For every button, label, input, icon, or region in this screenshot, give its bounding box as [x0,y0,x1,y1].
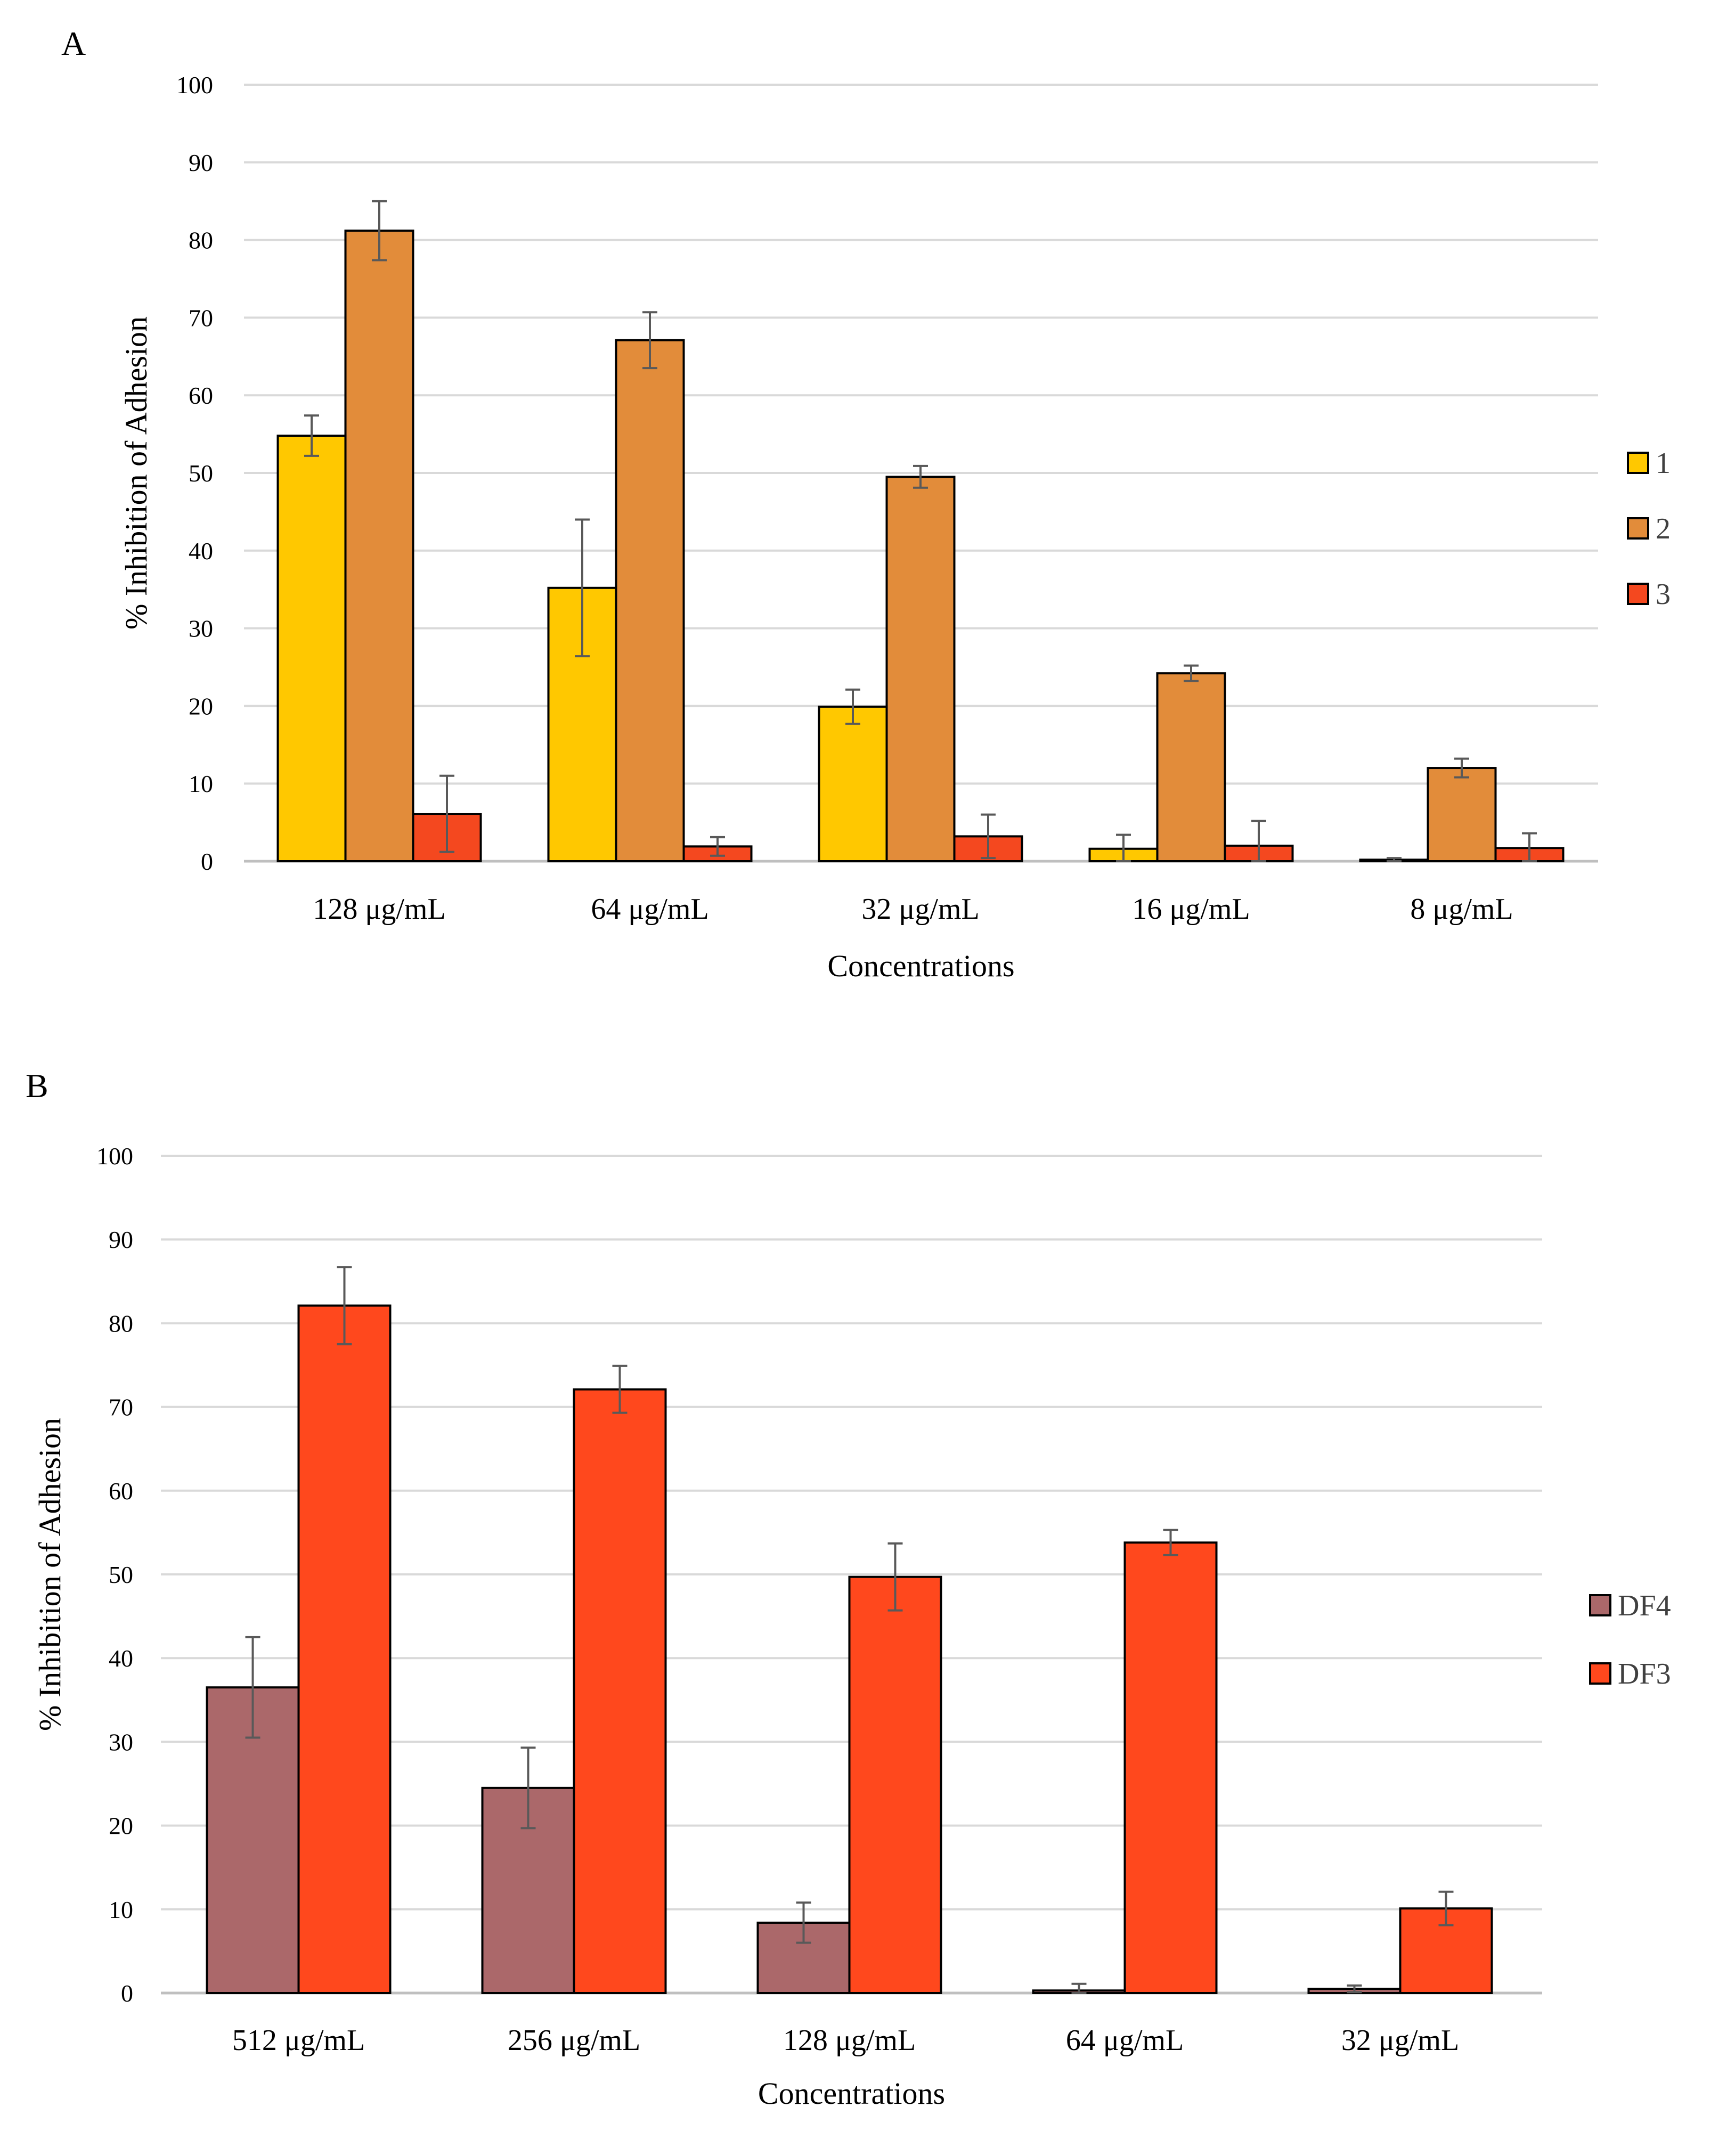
bar [1123,1541,1218,1994]
legend-label: 2 [1656,512,1671,545]
bar [1156,672,1226,862]
x-tick-label: 32 μg/mL [861,893,979,926]
y-tick-label: 40 [109,1645,133,1672]
x-axis-title: Concentrations [758,2076,945,2111]
y-tick-label: 90 [109,1226,133,1253]
x-tick-label: 64 μg/mL [591,893,708,926]
panel-a-letter: A [61,24,86,62]
bar [1427,767,1497,863]
legend-label: DF3 [1618,1657,1671,1690]
x-tick-label: 64 μg/mL [1066,2024,1184,2057]
y-tick-label: 10 [189,770,213,797]
x-axis-title: Concentrations [827,949,1014,983]
bar [344,230,414,862]
panel-b-letter: B [26,1067,48,1105]
legend-swatch [1589,1594,1611,1616]
legend-swatch [1627,517,1649,540]
bar [615,339,685,862]
bar [573,1388,667,1994]
legend-label: DF4 [1618,1589,1671,1622]
chart-b: 0 10 20 30 40 50 60 70 80 90 100 512 μg/mL 256 μg/mL… [32,1142,1671,2111]
y-tick-label: 100 [176,71,213,99]
y-axis-title: % Inhibition of Adhesion [119,316,153,630]
bar [848,1575,942,1995]
legend-swatch [1627,452,1649,474]
y-tick-label: 80 [109,1310,133,1337]
y-tick-label: 40 [189,537,213,565]
x-tick-label: 8 μg/mL [1410,893,1513,926]
y-tick-label: 70 [109,1394,133,1421]
bar [276,435,347,862]
legend-label: 1 [1656,447,1671,480]
y-tick-label: 50 [189,460,213,487]
y-tick-label: 0 [121,1980,133,2007]
y-tick-label: 60 [109,1477,133,1505]
x-tick-label: 128 μg/mL [313,893,445,926]
y-tick-label: 20 [109,1812,133,1840]
y-tick-label: 10 [109,1896,133,1923]
y-tick-label: 100 [96,1142,133,1170]
y-tick-label: 70 [189,304,213,331]
y-tick-label: 80 [189,227,213,254]
y-tick-label: 30 [109,1728,133,1755]
bar [885,476,956,862]
y-tick-label: 90 [189,149,213,176]
y-tick-label: 0 [201,848,213,875]
x-tick-label: 32 μg/mL [1341,2024,1459,2057]
y-tick-label: 20 [189,692,213,720]
bar [297,1304,392,1994]
y-tick-label: 50 [109,1561,133,1588]
legend-swatch [1589,1662,1611,1685]
x-tick-label: 512 μg/mL [232,2024,365,2057]
y-tick-label: 60 [189,382,213,409]
legend-label: 3 [1656,578,1671,611]
x-tick-label: 16 μg/mL [1132,893,1250,926]
x-tick-label: 128 μg/mL [783,2024,916,2057]
legend-swatch [1627,583,1649,605]
y-axis-title: % Inhibition of Adhesion [32,1418,67,1731]
y-tick-label: 30 [189,615,213,642]
bar [818,705,888,863]
x-tick-label: 256 μg/mL [508,2024,640,2057]
